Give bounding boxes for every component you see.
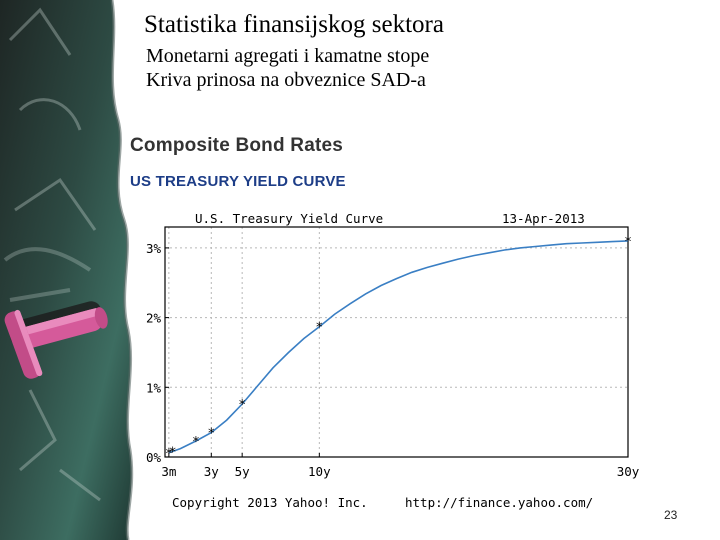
x-tick-label: 5y: [235, 464, 251, 479]
data-points: *******: [165, 235, 632, 462]
chart-title: U.S. Treasury Yield Curve: [195, 211, 383, 226]
chalkboard-decoration: [0, 0, 134, 540]
x-tick-label: 30y: [617, 464, 640, 479]
x-tick-label: 3y: [204, 464, 220, 479]
card-subheading: US TREASURY YIELD CURVE: [130, 173, 346, 190]
chart-grid: [165, 227, 629, 458]
data-point-marker: *: [192, 435, 200, 450]
x-tick-label: 10y: [308, 464, 331, 479]
plot-frame: [164, 226, 629, 458]
data-point-marker: *: [315, 321, 323, 336]
card-heading: Composite Bond Rates: [130, 135, 344, 156]
x-axis-ticks: 3m 3y 5y 10y 30y: [161, 453, 640, 479]
slide-subtitle-yield-curve: Kriva prinosa na obveznice SAD-a: [146, 69, 426, 91]
y-tick-label: 2%: [146, 311, 162, 326]
y-tick-label: 1%: [146, 380, 162, 395]
chart-copyright: Copyright 2013 Yahoo! Inc.: [172, 495, 368, 510]
slide-subtitle-monetary: Monetarni agregati i kamatne stope: [146, 45, 430, 67]
y-axis-ticks: 0% 1% 2% 3%: [146, 241, 169, 465]
page-number: 23: [664, 508, 678, 522]
data-point-marker: *: [624, 235, 632, 250]
y-tick-label: 3%: [146, 241, 162, 256]
data-point-marker: *: [169, 445, 177, 460]
yield-curve-line: [168, 240, 629, 454]
x-tick-label: 3m: [161, 464, 176, 479]
chart-source-url: http://finance.yahoo.com/: [405, 495, 593, 510]
data-point-marker: *: [238, 398, 246, 413]
y-tick-label: 0%: [146, 450, 162, 465]
slide-title: Statistika finansijskog sektora: [144, 11, 444, 38]
data-point-marker: *: [207, 427, 215, 442]
chart-date: 13-Apr-2013: [502, 211, 585, 226]
